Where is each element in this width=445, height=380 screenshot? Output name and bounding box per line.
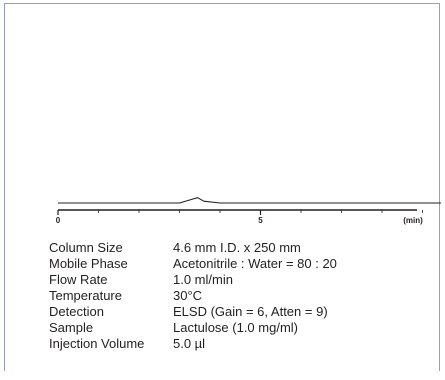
condition-value: 5.0 µl	[173, 336, 206, 351]
chromatogram-chart: 051015(min)	[56, 197, 441, 225]
condition-row: Flow Rate 1.0 ml/min	[49, 272, 337, 288]
chromatogram-panel: 051015(min) Column Size 4.6 mm I.D. x 25…	[4, 3, 441, 371]
condition-label: Column Size	[49, 240, 123, 255]
condition-row: Column Size 4.6 mm I.D. x 250 mm	[49, 240, 337, 256]
condition-label: Sample	[49, 320, 94, 335]
condition-label: Detection	[49, 304, 104, 319]
condition-label: Injection Volume	[49, 336, 145, 351]
condition-label: Mobile Phase	[49, 256, 128, 271]
x-axis-label: (min)	[403, 216, 423, 225]
condition-value: 4.6 mm I.D. x 250 mm	[173, 240, 301, 255]
conditions-table: Column Size 4.6 mm I.D. x 250 mm Mobile …	[49, 240, 337, 352]
x-axis: 051015(min)	[56, 209, 423, 225]
condition-label: Temperature	[49, 288, 122, 303]
condition-row: Injection Volume 5.0 µl	[49, 336, 337, 352]
condition-value: 1.0 ml/min	[173, 272, 233, 287]
trace-layer	[58, 197, 441, 204]
condition-row: Detection ELSD (Gain = 6, Atten = 9)	[49, 304, 337, 320]
condition-value: Lactulose (1.0 mg/ml)	[173, 320, 298, 335]
condition-row: Sample Lactulose (1.0 mg/ml)	[49, 320, 337, 336]
x-tick-label: 5	[258, 216, 263, 225]
chromatogram-trace	[58, 197, 441, 204]
condition-value: 30°C	[173, 288, 203, 303]
x-tick-label: 0	[56, 216, 61, 225]
condition-value: Acetonitrile : Water = 80 : 20	[173, 256, 337, 271]
condition-row: Temperature 30°C	[49, 288, 337, 304]
condition-label: Flow Rate	[49, 272, 108, 287]
condition-value: ELSD (Gain = 6, Atten = 9)	[173, 304, 328, 319]
condition-row: Mobile Phase Acetonitrile : Water = 80 :…	[49, 256, 337, 272]
